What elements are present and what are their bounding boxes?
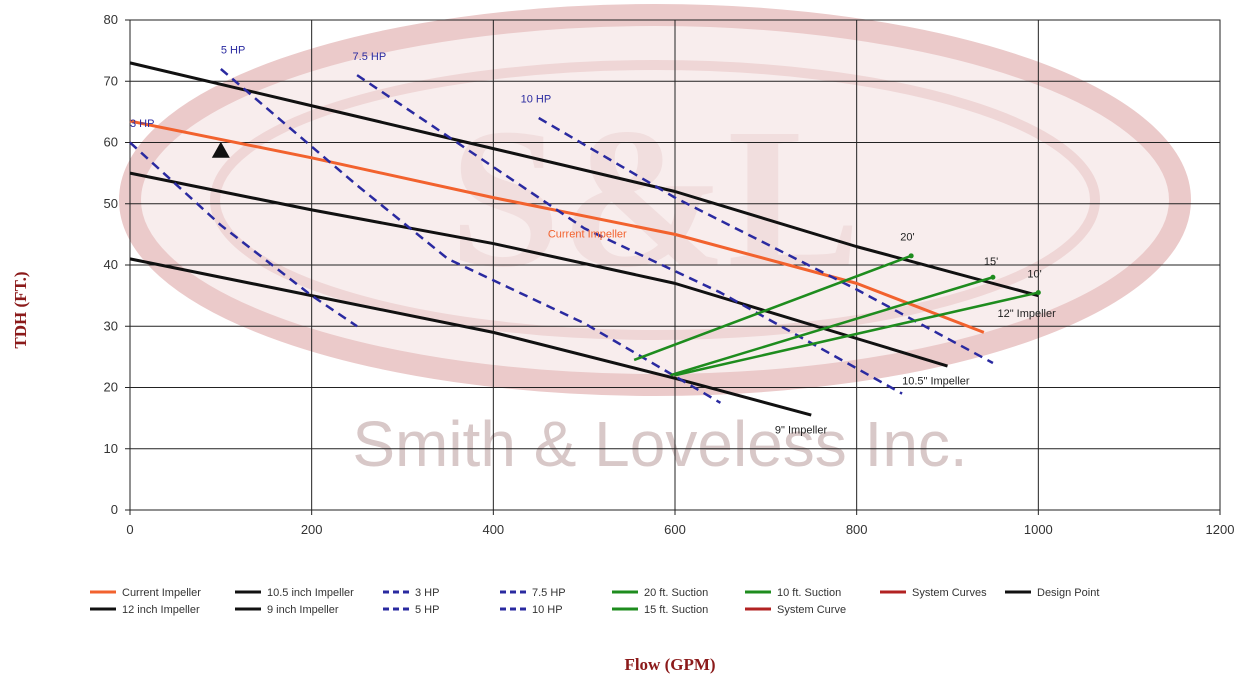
5-hp-line: [220, 68, 722, 404]
x-tick-label: 800: [846, 522, 868, 537]
annotation-5-hp: 5 HP: [221, 45, 245, 57]
legend-label-5-hp: 5 HP: [415, 604, 439, 616]
legend-label-7-5-hp: 7.5 HP: [532, 587, 566, 599]
annotation-12-impeller: 12" Impeller: [997, 308, 1056, 320]
y-tick-label: 50: [104, 196, 118, 211]
y-tick-label: 80: [104, 12, 118, 27]
10-ft-suction-line: [674, 291, 1039, 377]
annotation-10: 10': [1027, 268, 1041, 280]
watermark: S&L Smith & Loveless Inc.: [119, 4, 1191, 480]
current-impeller-line: [129, 119, 985, 334]
y-axis-title: TDH (FT.): [11, 271, 30, 348]
annotations: 3 HP 5 HP 7.5 HP 10 HP Current Impeller 20' 15…: [130, 45, 1056, 437]
annotation-7-5-hp: 7.5 HP: [353, 51, 387, 63]
watermark-text: Smith & Loveless Inc.: [352, 408, 967, 480]
x-tick-label: 400: [482, 522, 504, 537]
y-tick-label: 20: [104, 380, 118, 395]
10-ft-suction-endpoint: [1035, 290, 1041, 296]
axes: 0 200 400 600 800 1000 1200 0 10 20 30 40 50 60 70 80: [104, 12, 1235, 537]
x-tick-label: 600: [664, 522, 686, 537]
legend-label-20-ft-suction: 20 ft. Suction: [644, 587, 708, 599]
x-tick-label: 1000: [1024, 522, 1053, 537]
y-tick-label: 40: [104, 257, 118, 272]
y-tick-label: 30: [104, 318, 118, 333]
annotation-3-hp: 3 HP: [130, 118, 154, 130]
x-tick-label: 0: [126, 522, 133, 537]
annotation-15: 15': [984, 256, 998, 268]
legend-label-10-ft-suction: 10 ft. Suction: [777, 587, 841, 599]
watermark-logo-inner-ellipse: [210, 60, 1100, 340]
legend-label-system-curve: System Curve: [777, 604, 846, 616]
series-group: [129, 61, 1041, 417]
y-tick-label: 10: [104, 441, 118, 456]
y-tick-label: 0: [111, 502, 118, 517]
annotation-10-hp: 10 HP: [521, 94, 552, 106]
legend: Current Impeller 10.5 inch Impeller 3 HP 7.…: [90, 587, 1099, 616]
x-tick-label: 1200: [1206, 522, 1235, 537]
7-5-hp-line: [356, 74, 903, 395]
15-ft-suction-endpoint: [990, 274, 996, 280]
20-ft-suction-line: [633, 254, 912, 362]
legend-label-10-hp: 10 HP: [532, 604, 563, 616]
10-5-inch-impeller-line: [129, 171, 948, 368]
watermark-logo-text: S&L: [449, 88, 860, 309]
y-tick-label: 70: [104, 73, 118, 88]
legend-label-design-point: Design Point: [1037, 587, 1099, 599]
design-point-marker: [211, 141, 230, 158]
15-ft-suction-line: [670, 276, 994, 377]
legend-label-15-ft-suction: 15 ft. Suction: [644, 604, 708, 616]
y-tick-label: 60: [104, 135, 118, 150]
legend-label-9-inch-impeller: 9 inch Impeller: [267, 604, 339, 616]
20-ft-suction-endpoint: [908, 253, 914, 259]
legend-label-system-curves: System Curves: [912, 587, 987, 599]
legend-label-10-5-inch-impeller: 10.5 inch Impeller: [267, 587, 354, 599]
9-inch-impeller-line: [129, 257, 812, 417]
x-tick-label: 200: [301, 522, 323, 537]
annotation-10-5-impeller: 10.5" Impeller: [902, 375, 970, 387]
annotation-current-impeller: Current Impeller: [548, 228, 627, 240]
12-inch-impeller-line: [129, 61, 1039, 298]
10-hp-line: [538, 116, 994, 365]
annotation-9-impeller: 9" Impeller: [775, 424, 828, 436]
legend-label-12-inch-impeller: 12 inch Impeller: [122, 604, 200, 616]
x-axis-title: Flow (GPM): [624, 655, 715, 674]
legend-label-current-impeller: Current Impeller: [122, 587, 201, 599]
3-hp-line: [129, 141, 358, 328]
annotation-20: 20': [900, 232, 914, 244]
legend-label-3-hp: 3 HP: [415, 587, 439, 599]
